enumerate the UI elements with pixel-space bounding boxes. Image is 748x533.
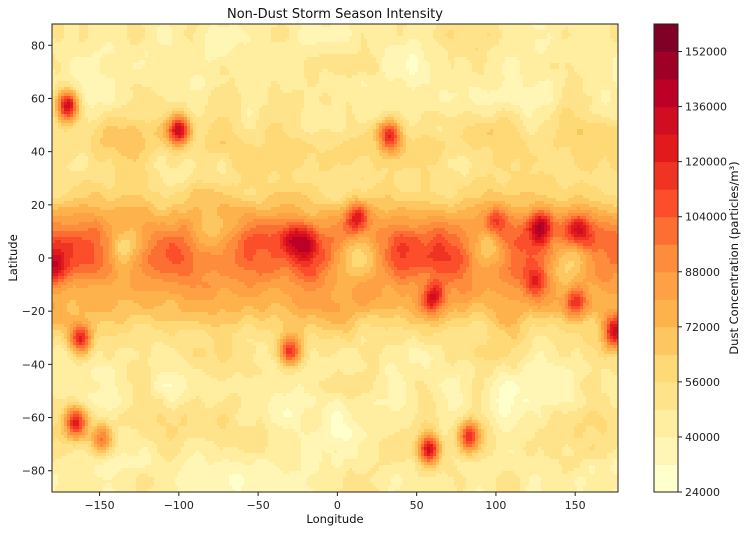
contour-field (52, 24, 620, 493)
plot-area (52, 24, 620, 493)
chart-title: Non-Dust Storm Season Intensity (227, 7, 443, 22)
